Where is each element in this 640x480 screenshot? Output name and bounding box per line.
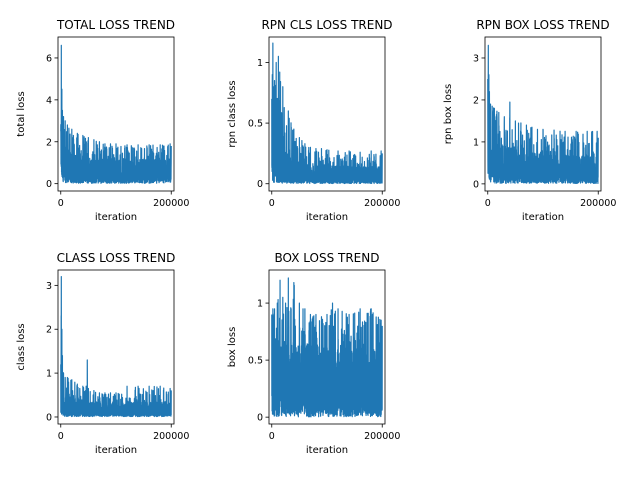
y-tick-label: 0.5 <box>248 356 263 367</box>
subplot-2: 0 200000 0 0.5 1 RPN CLS LOSS TREND iteration r… <box>227 18 400 223</box>
y-tick-label: 0 <box>46 412 52 423</box>
series-line <box>271 277 383 418</box>
y-tick-label: 1 <box>473 137 479 148</box>
y-tick-label: 0 <box>46 179 52 190</box>
y-axis-label: rpn box loss <box>443 84 454 145</box>
x-tick-label: 200000 <box>364 431 400 442</box>
x-axis-label: iteration <box>522 212 564 223</box>
y-axis-label: total loss <box>16 91 27 136</box>
y-tick-label: 0 <box>257 413 263 424</box>
x-tick-label: 0 <box>485 198 491 209</box>
y-tick-label: 4 <box>46 95 52 106</box>
series-line <box>271 42 383 185</box>
y-tick-label: 2 <box>473 95 479 106</box>
x-axis-label: iteration <box>95 445 137 456</box>
axes-frame <box>268 36 386 192</box>
y-tick-label: 3 <box>46 281 52 292</box>
axes-frame <box>57 36 175 192</box>
subplot-3: 0 200000 0 1 2 3 RPN BOX LOSS TREND iteration rp… <box>443 18 616 223</box>
y-tick-label: 0 <box>473 179 479 190</box>
y-tick-label: 0 <box>257 179 263 190</box>
series-line <box>60 275 172 418</box>
x-tick-label: 0 <box>58 198 64 209</box>
y-axis-label: rpn class loss <box>227 80 238 147</box>
subplot-5: 0 200000 0 0.5 1 BOX LOSS TREND iteration box l… <box>227 251 400 456</box>
axes-frame <box>57 269 175 425</box>
y-axis-label: class loss <box>16 323 27 370</box>
y-tick-label: 6 <box>46 53 52 64</box>
chart-title: RPN CLS LOSS TREND <box>261 18 392 32</box>
axes-frame <box>268 269 386 425</box>
y-tick-label: 1 <box>257 58 263 69</box>
y-tick-label: 1 <box>257 299 263 310</box>
y-tick-label: 3 <box>473 53 479 64</box>
subplot-4: 0 200000 0 1 2 3 CLASS LOSS TREND iteration clas… <box>16 251 189 456</box>
axes-frame <box>484 36 602 192</box>
y-tick-label: 0.5 <box>248 119 263 130</box>
y-tick-label: 2 <box>46 137 52 148</box>
x-axis-label: iteration <box>306 212 348 223</box>
chart-title: CLASS LOSS TREND <box>57 251 176 265</box>
series-line <box>60 44 172 184</box>
chart-title: TOTAL LOSS TREND <box>56 18 175 32</box>
chart-title: RPN BOX LOSS TREND <box>476 18 609 32</box>
chart-title: BOX LOSS TREND <box>275 251 380 265</box>
x-tick-label: 200000 <box>153 198 189 209</box>
x-tick-label: 0 <box>269 431 275 442</box>
x-axis-label: iteration <box>95 212 137 223</box>
x-tick-label: 0 <box>58 431 64 442</box>
x-tick-label: 0 <box>269 198 275 209</box>
x-axis-label: iteration <box>306 445 348 456</box>
x-tick-label: 200000 <box>580 198 616 209</box>
y-axis-label: box loss <box>227 327 238 368</box>
x-tick-label: 200000 <box>364 198 400 209</box>
y-tick-label: 2 <box>46 325 52 336</box>
x-tick-label: 200000 <box>153 431 189 442</box>
subplot-1: 0 200000 0 2 4 6 TOTAL LOSS TREND iteration tota… <box>16 18 189 223</box>
y-tick-label: 1 <box>46 369 52 380</box>
series-line <box>487 44 599 185</box>
